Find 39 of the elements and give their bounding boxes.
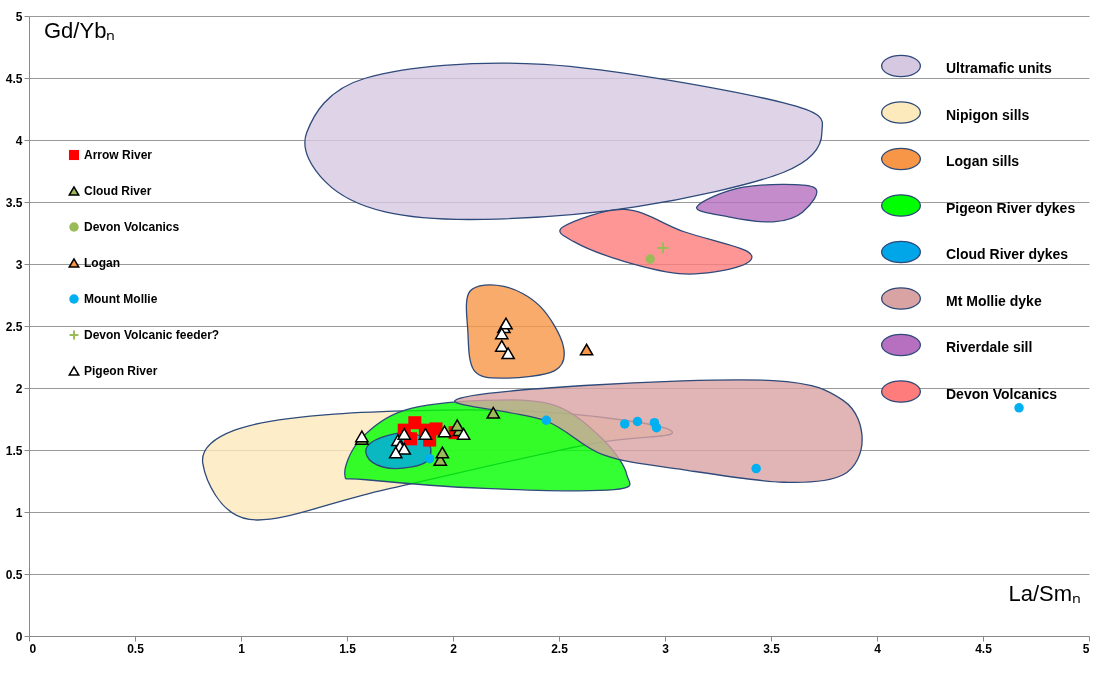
- y-tick-label: 3: [15, 257, 23, 272]
- x-tick-label: 1: [238, 641, 246, 656]
- x-tick-label: 2.5: [551, 641, 569, 656]
- x-tick-label: 5: [1082, 641, 1090, 656]
- legend-label: Mount Mollie: [84, 292, 158, 306]
- x-tick-label: 4: [874, 641, 882, 656]
- legend-label: Cloud River: [84, 184, 152, 198]
- y-tick-label: 5: [15, 9, 23, 24]
- x-tick-label: 3: [662, 641, 670, 656]
- y-tick-label: 4.5: [5, 71, 23, 86]
- y-tick-label: 1.5: [5, 443, 23, 458]
- x-axis-title: La/Smₙ: [1008, 581, 1081, 606]
- x-tick-label: 2: [450, 641, 458, 656]
- legend-label: Ultramafic units: [946, 60, 1053, 76]
- legend-label: Nipigon sills: [946, 106, 1030, 123]
- x-tick-label: 4.5: [975, 641, 993, 656]
- y-tick-label: 0.5: [5, 567, 23, 582]
- legend-label: Riverdale sill: [946, 339, 1033, 355]
- y-tick-label: 0: [15, 629, 23, 644]
- x-tick-label: 0: [29, 641, 37, 656]
- legend-label: Logan: [84, 256, 120, 270]
- legend-label: Pigeon River: [84, 364, 158, 378]
- x-tick-label: 1.5: [339, 641, 357, 656]
- y-tick-label: 2: [15, 381, 23, 396]
- y-tick-label: 2.5: [5, 319, 23, 334]
- x-tick-label: 3.5: [763, 641, 781, 656]
- legend-label: Devon Volcanics: [946, 385, 1058, 402]
- y-tick-label: 4: [15, 133, 23, 148]
- legend-label: Cloud River dykes: [946, 246, 1069, 262]
- legend-label: Pigeon River dykes: [946, 199, 1076, 216]
- y-tick-label: 3.5: [5, 195, 23, 210]
- legend-label: Devon Volcanics: [84, 220, 180, 234]
- x-tick-label: 0.5: [127, 641, 145, 656]
- y-tick-label: 1: [15, 505, 23, 520]
- legend-label: Logan sills: [946, 153, 1020, 169]
- legend-label: Arrow River: [84, 148, 153, 162]
- y-axis-title: Gd/Ybₙ: [44, 18, 116, 43]
- legend-label: Mt Mollie dyke: [946, 292, 1042, 309]
- legend-label: Devon Volcanic feeder?: [84, 328, 220, 342]
